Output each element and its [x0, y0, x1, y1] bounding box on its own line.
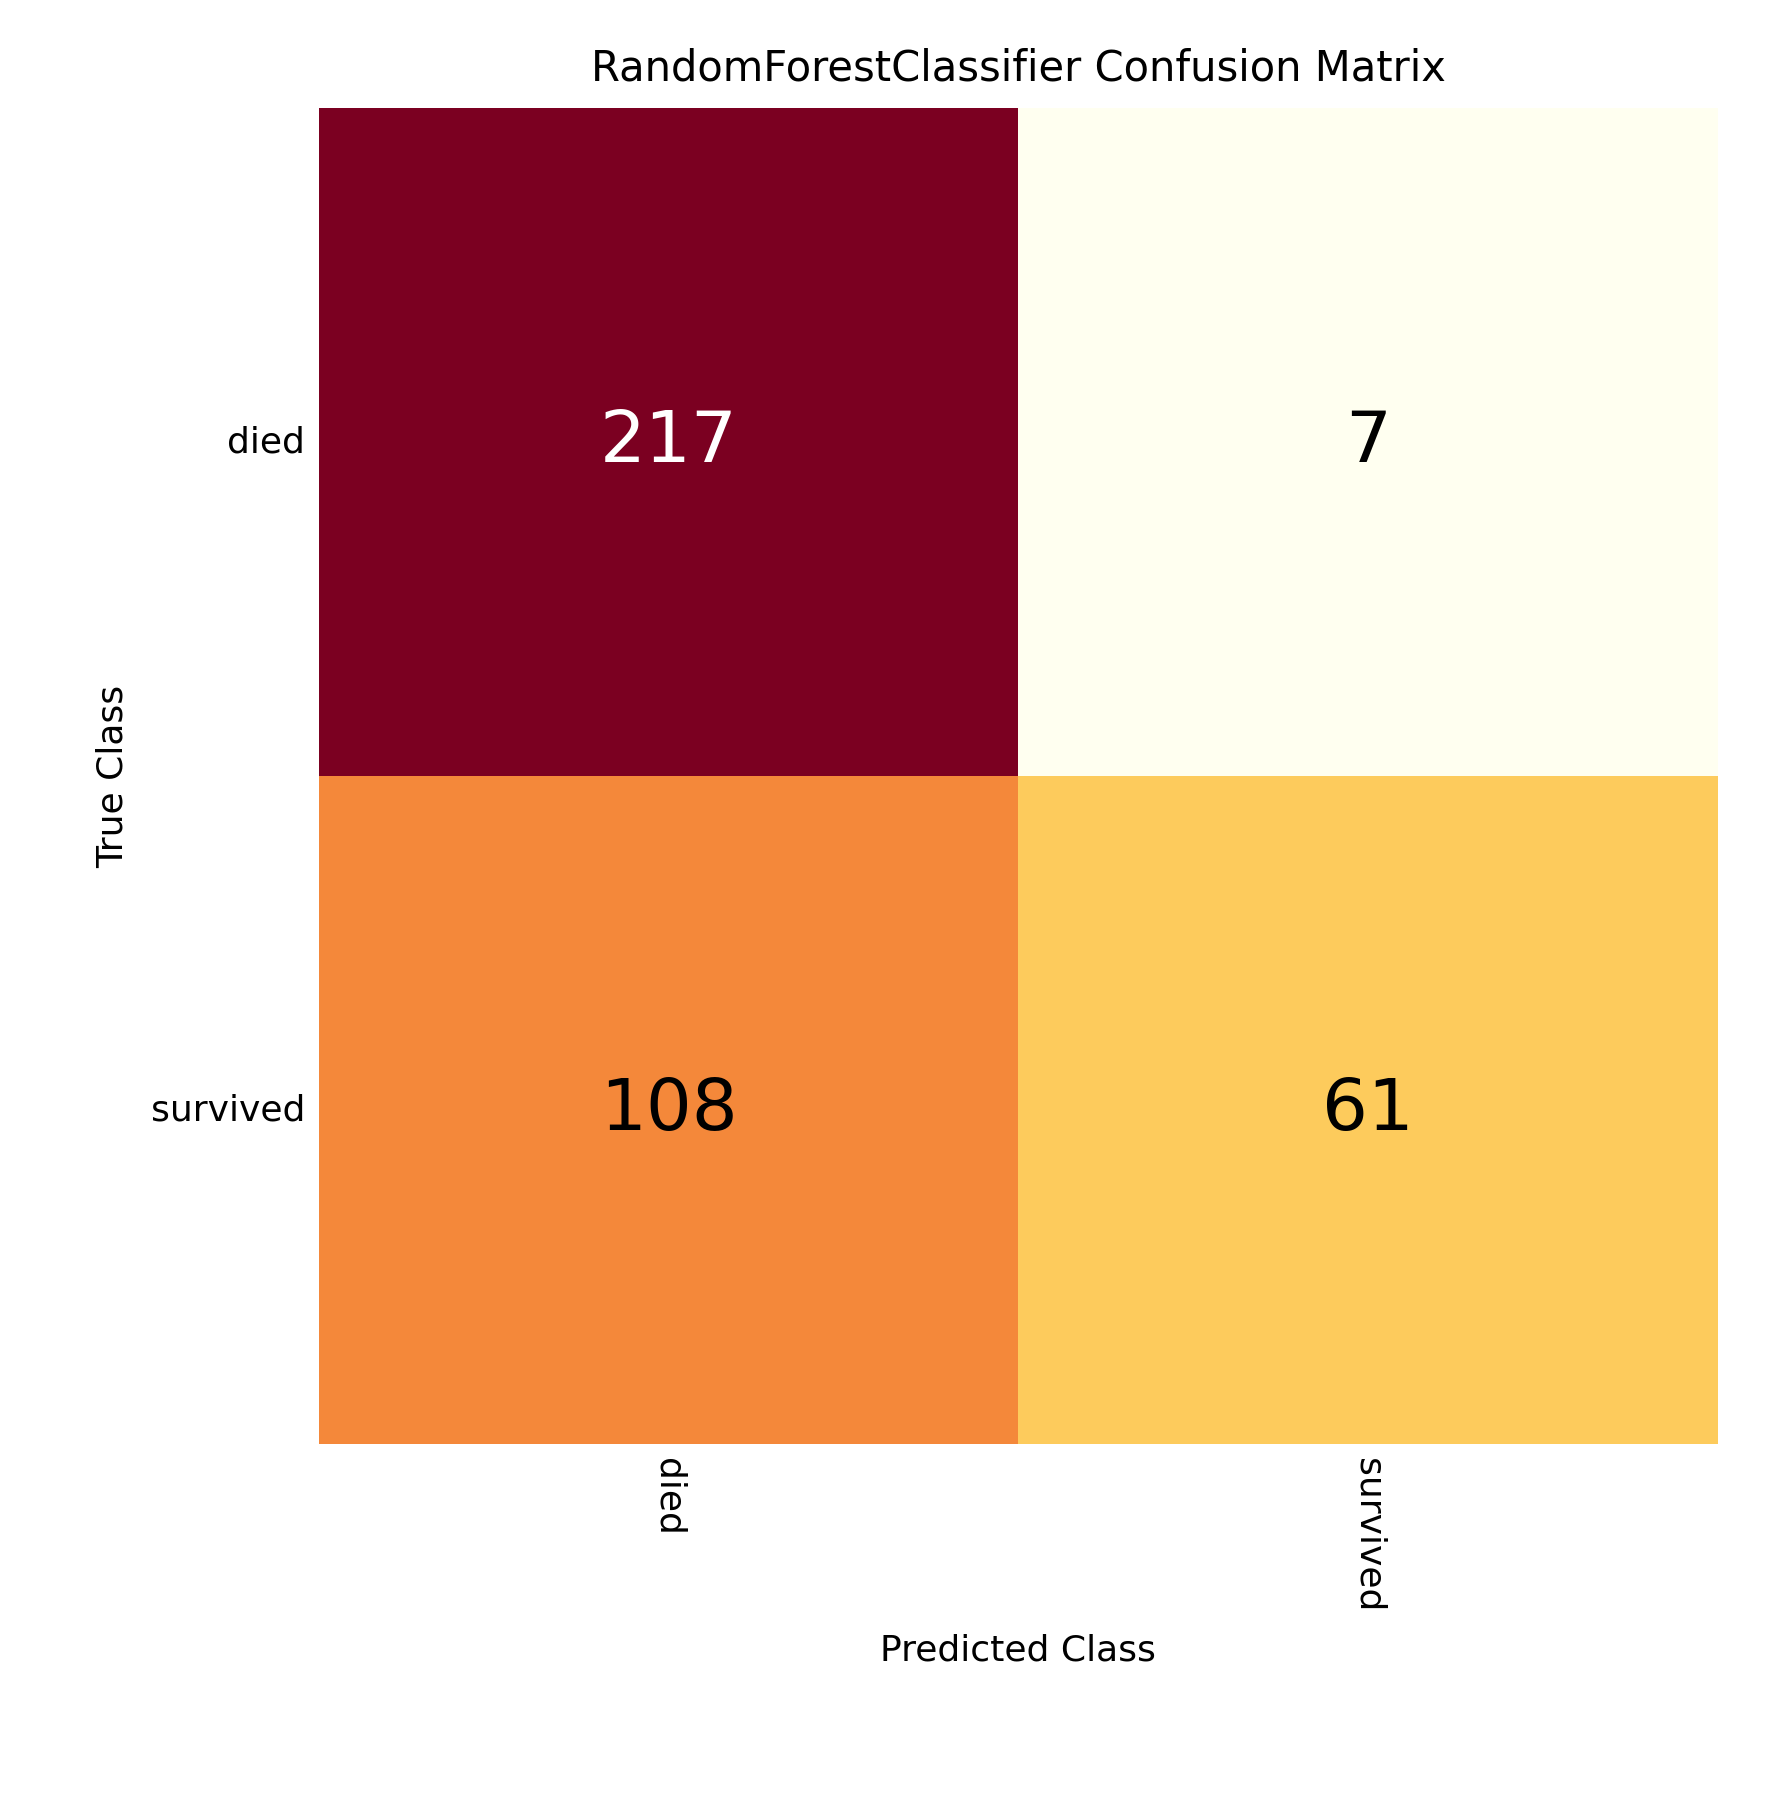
Text: 108: 108	[600, 1076, 737, 1144]
Bar	[319, 108, 1018, 776]
X-axis label: Predicted Class: Predicted Class	[880, 1634, 1156, 1668]
Bar	[319, 776, 1018, 1444]
Text: 61: 61	[1323, 1076, 1413, 1144]
Y-axis label: True Class: True Class	[96, 684, 129, 868]
Title: RandomForestClassifier Confusion Matrix: RandomForestClassifier Confusion Matrix	[592, 47, 1445, 90]
Text: 7: 7	[1346, 408, 1390, 477]
Bar	[1018, 108, 1718, 776]
Bar	[1018, 776, 1718, 1444]
Text: 217: 217	[600, 408, 737, 477]
